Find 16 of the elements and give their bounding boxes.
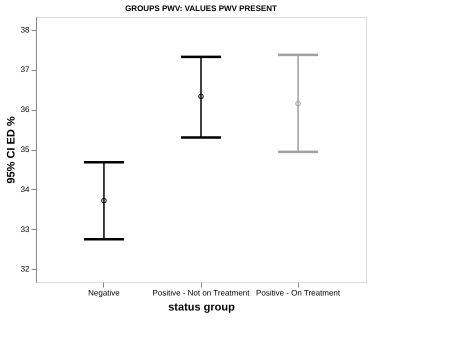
y-tick-label: 34 xyxy=(20,184,30,194)
y-tick-label: 36 xyxy=(20,105,30,114)
y-tick-label: 32 xyxy=(20,264,30,274)
x-tick-label: Negative xyxy=(88,288,120,298)
point xyxy=(198,94,204,100)
x-tick-label: Positive - On Treatment xyxy=(256,288,341,298)
x-tick-label: Positive - Not on Treatment xyxy=(152,288,250,298)
y-tick-label: 37 xyxy=(20,65,30,74)
y-axis-title: 95% CI ED % xyxy=(6,116,18,184)
x-axis-title: status group xyxy=(168,302,236,314)
y-tick-label: 33 xyxy=(20,224,30,234)
point xyxy=(101,198,107,204)
y-tick-label: 38 xyxy=(20,25,30,34)
chart-title: GROUPS PWV: VALUES PWV PRESENT xyxy=(125,4,278,13)
point xyxy=(295,100,301,106)
y-tick-label: 35 xyxy=(20,145,30,154)
